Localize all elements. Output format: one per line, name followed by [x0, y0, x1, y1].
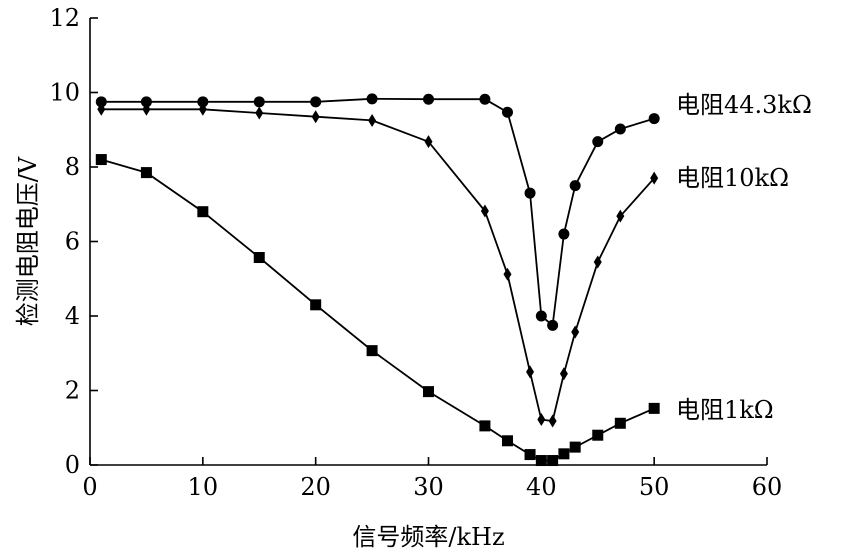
data-point-circle — [535, 310, 547, 322]
y-tick-label: 12 — [49, 4, 80, 32]
series-line — [101, 108, 655, 422]
series-layer: 电阻44.3kΩ 电阻10kΩ 电阻1kΩ — [95, 91, 812, 467]
x-tick-label: 40 — [526, 473, 557, 501]
data-point-diamond — [571, 325, 580, 339]
data-point-circle — [592, 136, 604, 148]
x-tick-label: 0 — [82, 473, 97, 501]
series-label: 电阻44.3kΩ — [676, 91, 812, 119]
y-tick-label: 0 — [65, 451, 80, 479]
data-point-diamond — [526, 365, 535, 379]
data-point-circle — [524, 187, 536, 199]
data-point-circle — [569, 180, 581, 192]
data-point-diamond — [255, 106, 264, 120]
series-label: 电阻1kΩ — [676, 396, 774, 424]
series-3: 电阻1kΩ — [95, 154, 774, 467]
data-point-circle — [648, 113, 660, 125]
y-tick-label: 8 — [65, 153, 80, 181]
data-point-circle — [501, 106, 513, 118]
data-point-square — [310, 299, 322, 311]
series-label: 电阻10kΩ — [676, 164, 789, 192]
data-point-diamond — [424, 135, 433, 149]
x-axis-title: 信号频率/kHz — [352, 523, 504, 551]
data-point-diamond — [537, 413, 546, 427]
y-axis-title: 检测电阻电压/V — [14, 156, 42, 326]
data-point-diamond — [559, 367, 568, 381]
x-tick-label: 60 — [752, 473, 783, 501]
data-point-circle — [547, 319, 559, 331]
data-point-diamond — [97, 102, 106, 116]
data-point-square — [140, 167, 152, 179]
series-1: 电阻44.3kΩ — [95, 91, 812, 331]
data-point-square — [547, 455, 559, 467]
data-point-square — [501, 435, 513, 447]
data-point-circle — [366, 93, 378, 105]
data-point-square — [479, 420, 491, 432]
data-point-circle — [423, 93, 434, 105]
data-point-square — [366, 345, 378, 357]
data-point-square — [614, 417, 626, 429]
data-point-square — [535, 455, 547, 467]
data-point-square — [253, 252, 265, 264]
data-point-circle — [140, 96, 152, 108]
data-point-square — [648, 402, 660, 414]
data-point-diamond — [311, 110, 320, 124]
data-point-diamond — [650, 171, 659, 185]
data-point-diamond — [593, 255, 602, 269]
data-point-circle — [614, 123, 626, 135]
series-line — [101, 97, 655, 328]
x-tick-label: 30 — [413, 473, 444, 501]
y-tick-label: 6 — [65, 228, 80, 256]
data-point-circle — [253, 96, 265, 108]
y-tick-label: 2 — [65, 377, 80, 405]
data-point-diamond — [368, 113, 377, 127]
data-point-diamond — [616, 209, 625, 223]
data-point-square — [95, 154, 107, 166]
x-tick-label: 50 — [639, 473, 670, 501]
x-tick-label: 10 — [188, 473, 219, 501]
x-tick-label: 20 — [300, 473, 331, 501]
data-point-circle — [558, 228, 570, 240]
data-point-square — [569, 441, 581, 453]
data-point-square — [592, 429, 604, 441]
data-point-circle — [95, 96, 107, 108]
axes: 0 10 20 30 40 50 60 0 2 4 6 8 10 12 — [49, 4, 782, 501]
data-point-square — [524, 449, 536, 461]
y-tick-label: 4 — [65, 302, 80, 330]
y-tick-label: 10 — [49, 79, 80, 107]
data-point-circle — [479, 93, 491, 105]
data-point-circle — [197, 96, 209, 108]
data-point-diamond — [142, 102, 151, 116]
data-point-square — [423, 386, 434, 398]
data-point-diamond — [503, 267, 512, 281]
series-2: 电阻10kΩ — [97, 102, 789, 428]
data-point-square — [558, 448, 570, 460]
data-point-diamond — [480, 204, 489, 218]
data-point-diamond — [548, 414, 557, 428]
data-point-square — [197, 206, 209, 218]
data-point-diamond — [198, 102, 207, 116]
data-point-circle — [310, 96, 322, 108]
